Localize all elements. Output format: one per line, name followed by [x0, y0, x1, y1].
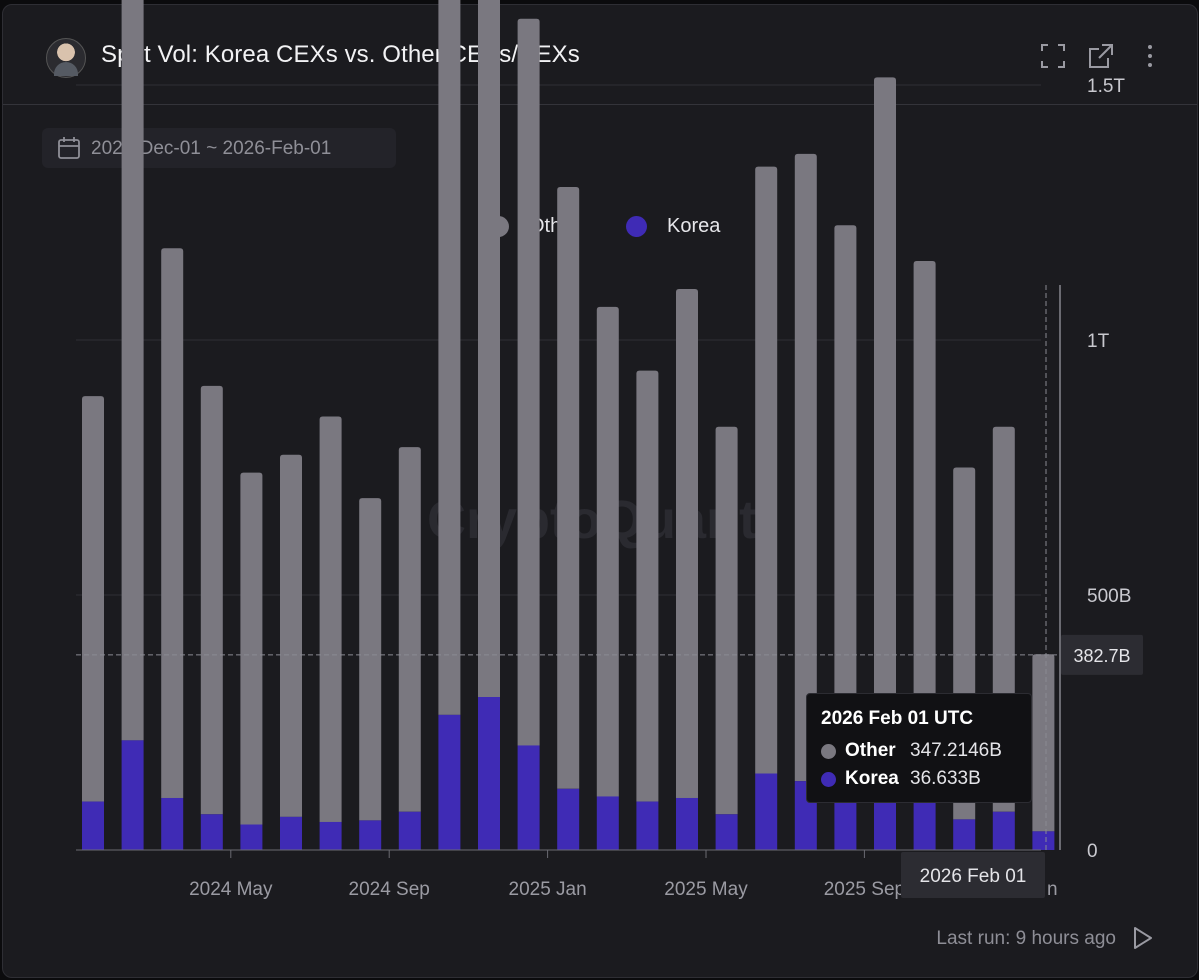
bar-other[interactable]	[478, 0, 500, 697]
bar-korea[interactable]	[992, 811, 1015, 850]
bar-korea[interactable]	[755, 773, 778, 851]
bar-other[interactable]	[200, 385, 223, 815]
tooltip-name-korea: Korea	[845, 768, 899, 789]
bar-other[interactable]	[913, 260, 936, 797]
bar-other[interactable]	[517, 18, 540, 746]
bar-korea[interactable]	[1032, 831, 1055, 850]
bar-other[interactable]	[161, 248, 184, 798]
bar-korea[interactable]	[398, 811, 421, 850]
bar-other[interactable]	[715, 426, 738, 815]
bar-other[interactable]	[557, 187, 580, 789]
y-tick-label: 0	[1087, 841, 1098, 862]
bar-korea[interactable]	[319, 821, 342, 850]
bar-korea[interactable]	[715, 814, 738, 850]
bar-korea[interactable]	[438, 714, 461, 850]
y-tick-label: 1.5T	[1087, 76, 1125, 97]
bar-other[interactable]	[794, 153, 817, 782]
bar-korea[interactable]	[676, 797, 698, 850]
bar-other[interactable]	[834, 225, 857, 789]
bar-other[interactable]	[676, 289, 698, 798]
bar-korea[interactable]	[121, 740, 144, 850]
bar-other[interactable]	[438, 0, 461, 715]
watermark: CryptoQuant	[427, 490, 757, 550]
more-vertical-icon[interactable]	[1137, 43, 1163, 69]
tooltip-dot-other	[821, 744, 836, 759]
bar-other[interactable]	[874, 77, 896, 789]
bar-other[interactable]	[82, 396, 104, 802]
crosshair-x-label-box	[901, 852, 1045, 898]
bar-korea[interactable]	[280, 816, 302, 850]
bar-korea[interactable]	[478, 697, 500, 850]
bar-korea[interactable]	[82, 801, 104, 850]
bar-korea[interactable]	[161, 797, 184, 850]
bar-korea[interactable]	[517, 745, 540, 850]
crosshair-y-label: 382.7B	[1073, 646, 1130, 666]
x-tick-label: 2025 Sep	[824, 879, 905, 900]
bar-korea[interactable]	[913, 796, 936, 850]
tooltip-value-korea: 36.633B	[910, 768, 981, 789]
tooltip-dot-korea	[821, 772, 836, 787]
bar-korea[interactable]	[596, 796, 619, 850]
crosshair-y-label-box	[1061, 634, 1143, 675]
bar-other[interactable]	[121, 0, 144, 741]
y-tick-label: 1T	[1087, 331, 1110, 352]
open-external-icon[interactable]	[1088, 43, 1114, 69]
bar-other[interactable]	[319, 416, 342, 822]
bar-other[interactable]	[755, 166, 778, 774]
bar-korea[interactable]	[874, 788, 896, 850]
crosshair: 382.7B 2026 Feb 01 n	[76, 285, 1143, 900]
tooltip-title: 2026 Feb 01 UTC	[821, 708, 974, 729]
bar-other[interactable]	[596, 306, 619, 797]
x-tick-label: 2025 Jan	[509, 879, 587, 900]
bar-other[interactable]	[280, 454, 302, 817]
bar-korea[interactable]	[240, 824, 263, 851]
bar-other[interactable]	[359, 498, 382, 821]
bar-other[interactable]	[1032, 654, 1055, 832]
bar-korea[interactable]	[200, 814, 223, 850]
x-tick-label: 2024 Sep	[349, 879, 430, 900]
play-icon[interactable]	[1129, 925, 1155, 951]
bar-korea[interactable]	[953, 819, 976, 850]
legend-dot-korea	[626, 216, 647, 237]
crosshair-x-label: 2026 Feb 01	[920, 866, 1027, 887]
bar-korea[interactable]	[557, 788, 580, 850]
last-run-status: Last run: 9 hours ago	[936, 928, 1116, 949]
author-avatar[interactable]	[46, 38, 86, 78]
bar-korea[interactable]	[359, 820, 382, 850]
date-range-picker[interactable]: 2023-Dec-01 ~ 2026-Feb-01	[42, 128, 396, 168]
legend-label-korea: Korea	[667, 215, 721, 237]
x-tick-label: 2025 May	[664, 879, 748, 900]
chart-tooltip: 2026 Feb 01 UTC Other 347.2146B Korea 36…	[806, 693, 1032, 803]
tooltip-value-other: 347.2146B	[910, 740, 1002, 761]
x-tick-label-partial: n	[1047, 879, 1058, 900]
bar-korea[interactable]	[636, 801, 659, 850]
bar-other[interactable]	[636, 370, 659, 802]
date-range-label: 2023-Dec-01 ~ 2026-Feb-01	[91, 138, 332, 159]
bar-other[interactable]	[240, 472, 263, 825]
tooltip-name-other: Other	[845, 740, 896, 761]
bar-korea[interactable]	[834, 788, 857, 850]
x-tick-label: 2024 May	[189, 879, 273, 900]
calendar-icon	[58, 137, 80, 159]
bar-other[interactable]	[398, 447, 421, 812]
y-tick-label: 500B	[1087, 586, 1131, 607]
fullscreen-icon[interactable]	[1040, 43, 1066, 69]
